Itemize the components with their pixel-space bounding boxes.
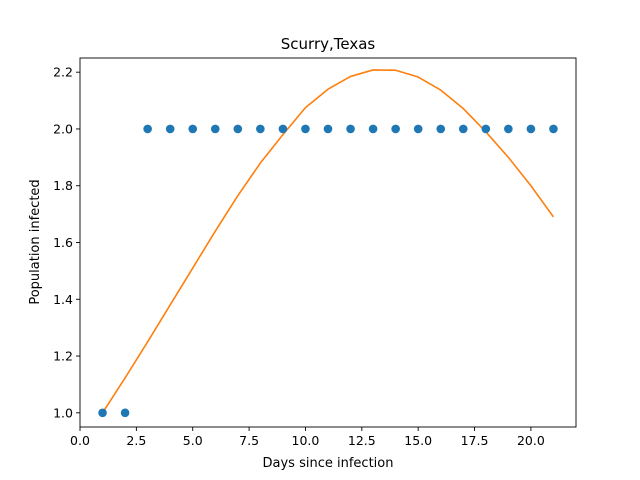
x-tick-label: 7.5 bbox=[239, 433, 259, 448]
data-point bbox=[458, 124, 468, 134]
data-point bbox=[98, 408, 107, 418]
x-tick-label: 2.5 bbox=[126, 433, 146, 448]
y-tick-label: 1.0 bbox=[53, 405, 73, 420]
x-tick-label: 20.0 bbox=[517, 433, 545, 448]
x-tick-label: 17.5 bbox=[461, 433, 489, 448]
x-tick-label: 5.0 bbox=[183, 433, 203, 448]
data-point bbox=[413, 124, 423, 134]
data-point bbox=[481, 124, 491, 134]
data-point bbox=[549, 124, 558, 134]
y-tick-label: 1.2 bbox=[53, 349, 73, 364]
data-point bbox=[188, 124, 198, 134]
data-point bbox=[143, 124, 152, 134]
data-point bbox=[368, 124, 378, 134]
data-point bbox=[504, 124, 513, 134]
series-line-1 bbox=[101, 69, 555, 414]
y-tick-label: 1.6 bbox=[53, 235, 73, 250]
x-tick-label: 15.0 bbox=[404, 433, 432, 448]
plot-area bbox=[98, 69, 558, 418]
data-point bbox=[391, 124, 400, 134]
data-point bbox=[436, 124, 446, 134]
y-axis-label: Population infected bbox=[28, 179, 43, 304]
x-tick-label: 12.5 bbox=[348, 433, 376, 448]
data-point bbox=[323, 124, 333, 134]
data-point bbox=[256, 124, 265, 134]
chart-title: Scurry,Texas bbox=[281, 35, 376, 53]
y-tick-label: 1.8 bbox=[53, 178, 73, 193]
y-tick-label: 2.2 bbox=[53, 65, 73, 80]
data-point bbox=[526, 124, 536, 134]
y-tick-label: 1.4 bbox=[53, 292, 73, 307]
data-point bbox=[120, 408, 130, 418]
y-tick-label: 2.0 bbox=[53, 121, 73, 136]
x-tick-label: 0.0 bbox=[70, 433, 90, 448]
data-point bbox=[233, 124, 243, 134]
axes: 0.0 2.5 5.0 7.5 10.0 12.5 15.0 17.5 20.0 1.0 1.2 1.… bbox=[53, 57, 577, 448]
x-axis-label: Days since infection bbox=[263, 456, 394, 471]
data-point bbox=[210, 124, 220, 134]
data-point bbox=[165, 124, 175, 134]
data-point bbox=[346, 124, 355, 134]
data-point bbox=[301, 124, 310, 134]
data-point bbox=[278, 124, 288, 134]
x-tick-label: 10.0 bbox=[292, 433, 320, 448]
